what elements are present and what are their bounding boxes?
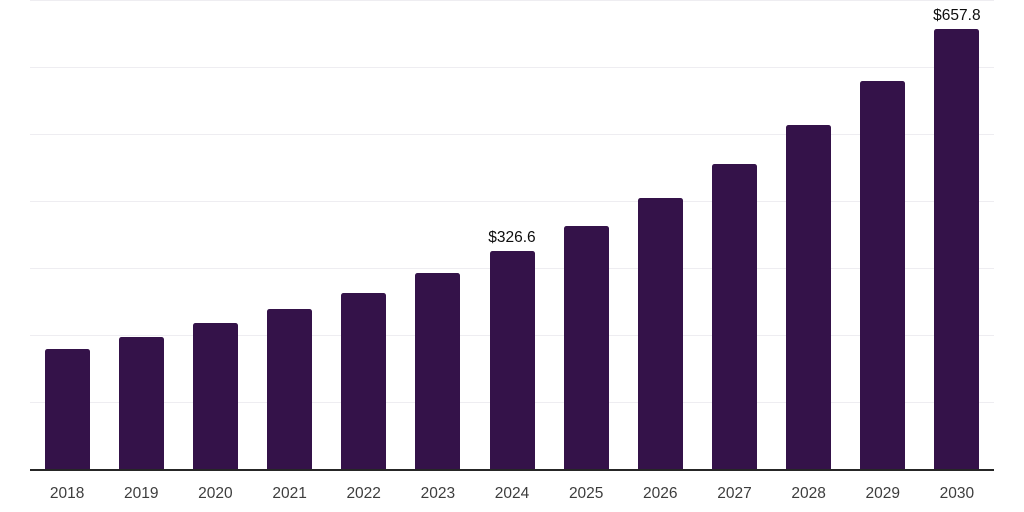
bar-2028	[786, 125, 832, 470]
x-tick-2027: 2027	[717, 485, 752, 502]
data-label-2024: $326.6	[488, 229, 536, 247]
x-tick-2020: 2020	[198, 485, 233, 502]
bar-2023	[415, 273, 461, 470]
bar-2018	[44, 348, 90, 470]
gridline-500	[30, 134, 994, 135]
bar-2022	[341, 292, 387, 470]
gridline-400	[30, 201, 994, 202]
bar-2029	[860, 80, 906, 470]
x-tick-2023: 2023	[420, 485, 456, 502]
x-axis-line	[30, 469, 994, 471]
x-tick-2019: 2019	[124, 485, 159, 502]
bar-2030	[934, 29, 980, 470]
x-tick-2022: 2022	[346, 485, 381, 502]
x-tick-2028: 2028	[791, 485, 826, 502]
bar-2024	[489, 251, 535, 470]
gridline-600	[30, 67, 994, 68]
gridline-700	[30, 0, 994, 1]
x-tick-2029: 2029	[865, 485, 901, 502]
bar-2025	[563, 226, 609, 470]
x-tick-2026: 2026	[643, 485, 678, 502]
x-tick-2025: 2025	[568, 485, 604, 502]
x-tick-2030: 2030	[939, 485, 975, 502]
data-label-2030: $657.8	[933, 7, 981, 25]
bar-2020	[192, 323, 238, 470]
x-tick-2021: 2021	[272, 485, 307, 502]
x-tick-2018: 2018	[49, 485, 85, 502]
x-tick-2024: 2024	[494, 485, 530, 502]
bar-2027	[712, 164, 757, 470]
bar-2026	[637, 197, 683, 470]
bar-2021	[267, 309, 312, 470]
bar-2019	[118, 336, 164, 470]
